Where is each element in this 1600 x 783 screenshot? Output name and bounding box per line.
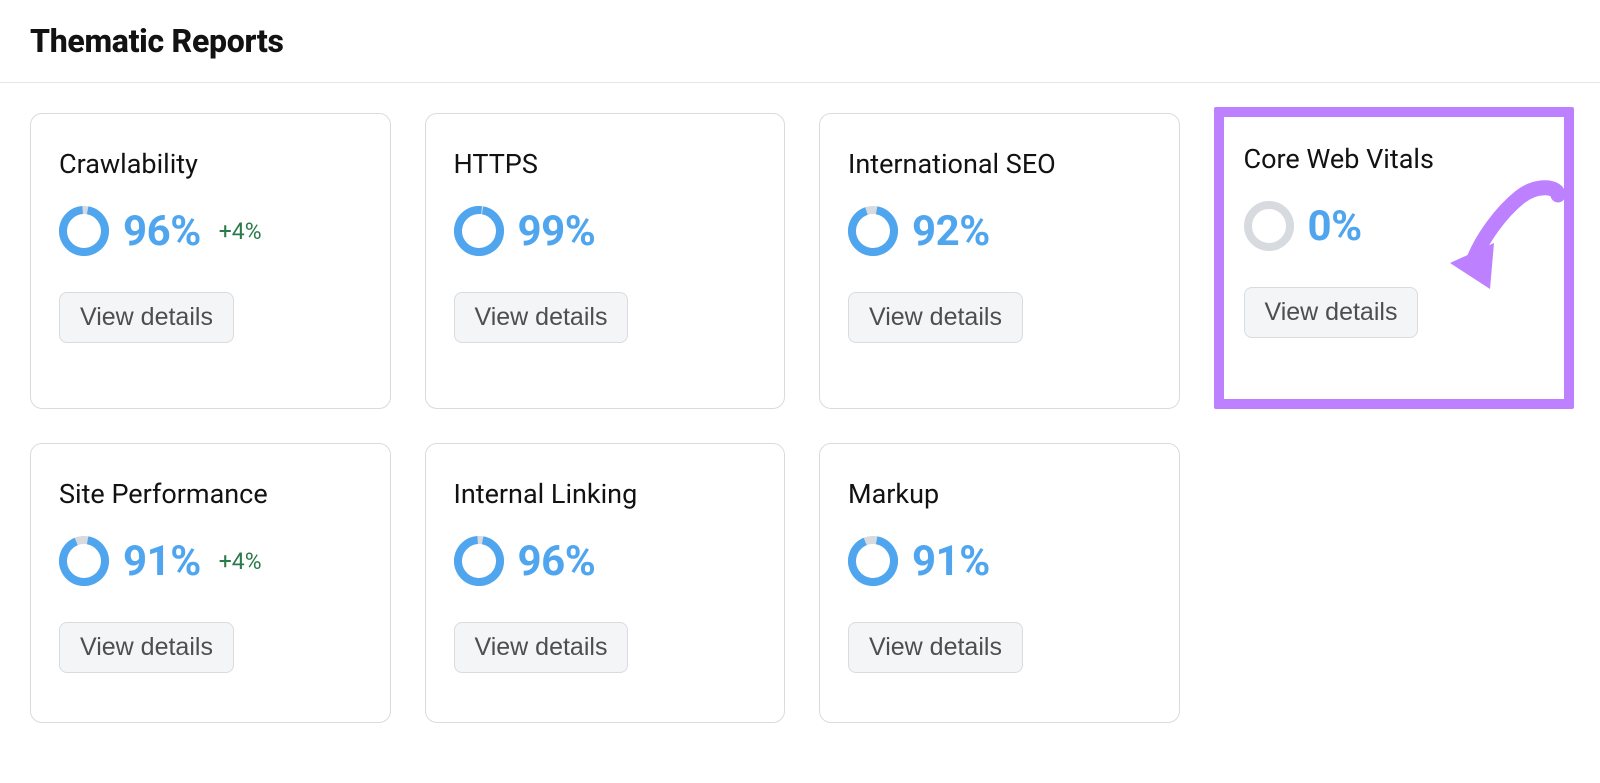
- metric-value: 91%: [912, 537, 990, 586]
- report-card-core-web-vitals: Core Web Vitals 0% View details: [1214, 107, 1575, 409]
- progress-donut-icon: [59, 536, 109, 586]
- metric-row: 92%: [848, 206, 1151, 256]
- progress-donut-icon: [1244, 201, 1294, 251]
- progress-donut-icon: [848, 536, 898, 586]
- view-details-button[interactable]: View details: [454, 292, 629, 343]
- progress-donut-icon: [848, 206, 898, 256]
- view-details-button[interactable]: View details: [59, 292, 234, 343]
- section-title: Thematic Reports: [30, 22, 1570, 82]
- metric-value: 0%: [1308, 202, 1362, 251]
- report-card-site-performance: Site Performance 91% +4% View details: [30, 443, 391, 723]
- card-title: HTTPS: [454, 148, 757, 180]
- metric-value: 92%: [912, 207, 990, 256]
- thematic-reports-section: Thematic Reports Crawlability 96% +4% Vi…: [0, 0, 1600, 753]
- card-title: International SEO: [848, 148, 1151, 180]
- card-title: Crawlability: [59, 148, 362, 180]
- view-details-button[interactable]: View details: [848, 622, 1023, 673]
- progress-donut-icon: [454, 536, 504, 586]
- view-details-button[interactable]: View details: [1244, 287, 1419, 338]
- view-details-button[interactable]: View details: [454, 622, 629, 673]
- metric-row: 99%: [454, 206, 757, 256]
- report-card-markup: Markup 91% View details: [819, 443, 1180, 723]
- section-divider: [0, 82, 1600, 83]
- metric-row: 96%: [454, 536, 757, 586]
- metric-row: 96% +4%: [59, 206, 362, 256]
- card-title: Core Web Vitals: [1244, 143, 1545, 175]
- metric-value: 99%: [518, 207, 596, 256]
- report-card-crawlability: Crawlability 96% +4% View details: [30, 113, 391, 409]
- metric-delta: +4%: [219, 548, 262, 575]
- metric-value: 96%: [518, 537, 596, 586]
- progress-donut-icon: [59, 206, 109, 256]
- report-card-internal-linking: Internal Linking 96% View details: [425, 443, 786, 723]
- metric-value: 91%: [123, 537, 201, 586]
- view-details-button[interactable]: View details: [848, 292, 1023, 343]
- progress-donut-icon: [454, 206, 504, 256]
- metric-row: 0%: [1244, 201, 1545, 251]
- metric-row: 91%: [848, 536, 1151, 586]
- metric-delta: +4%: [219, 218, 262, 245]
- card-title: Internal Linking: [454, 478, 757, 510]
- cards-grid: Crawlability 96% +4% View details HTTPS …: [30, 113, 1574, 723]
- card-title: Site Performance: [59, 478, 362, 510]
- card-title: Markup: [848, 478, 1151, 510]
- metric-value: 96%: [123, 207, 201, 256]
- view-details-button[interactable]: View details: [59, 622, 234, 673]
- report-card-international-seo: International SEO 92% View details: [819, 113, 1180, 409]
- report-card-https: HTTPS 99% View details: [425, 113, 786, 409]
- metric-row: 91% +4%: [59, 536, 362, 586]
